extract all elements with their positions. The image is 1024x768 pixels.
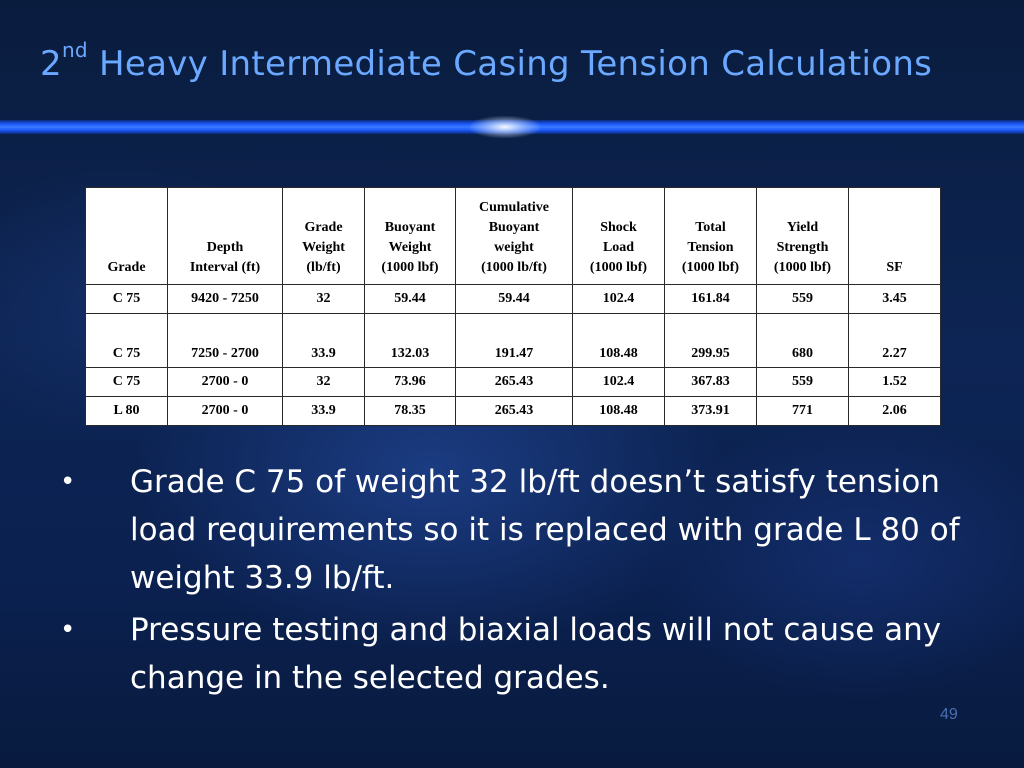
header-depth-interval: Depth Interval (ft) xyxy=(167,187,283,285)
cell-sf: 2.06 xyxy=(848,396,941,426)
bullet-text: Pressure testing and biaxial loads will … xyxy=(130,612,942,696)
table-row: L 80 2700 - 0 33.9 78.35 265.43 108.48 3… xyxy=(85,396,941,426)
cell-total-tension: 161.84 xyxy=(664,284,757,314)
slide-title: 2nd Heavy Intermediate Casing Tension Ca… xyxy=(40,40,933,84)
cell-total-tension: 367.83 xyxy=(664,367,757,397)
cell-buoyant-weight: 59.44 xyxy=(364,284,456,314)
cell-grade: L 80 xyxy=(85,396,168,426)
cell-cumulative-weight: 265.43 xyxy=(455,396,573,426)
cell-sf: 1.52 xyxy=(848,367,941,397)
cell-grade: C 75 xyxy=(85,367,168,397)
bullet-item: • Grade C 75 of weight 32 lb/ft doesn’t … xyxy=(60,458,960,602)
cell-grade: C 75 xyxy=(85,313,168,368)
header-buoyant-weight: Buoyant Weight (1000 lbf) xyxy=(364,187,456,285)
cell-shock-load: 108.48 xyxy=(572,396,665,426)
cell-yield-strength: 680 xyxy=(756,313,849,368)
cell-grade-weight: 33.9 xyxy=(282,396,365,426)
header-grade: Grade xyxy=(85,187,168,285)
cell-depth-interval: 9420 - 7250 xyxy=(167,284,283,314)
table-row: C 75 7250 - 2700 33.9 132.03 191.47 108.… xyxy=(85,313,941,368)
title-number: 2 xyxy=(40,44,62,84)
cell-shock-load: 102.4 xyxy=(572,367,665,397)
cell-depth-interval: 2700 - 0 xyxy=(167,396,283,426)
cell-total-tension: 373.91 xyxy=(664,396,757,426)
cell-yield-strength: 771 xyxy=(756,396,849,426)
header-yield-strength: Yield Strength (1000 lbf) xyxy=(756,187,849,285)
table-header-row: Grade Depth Interval (ft) Grade Weight (… xyxy=(85,187,941,285)
table-row: C 75 2700 - 0 32 73.96 265.43 102.4 367.… xyxy=(85,367,941,397)
tension-table: Grade Depth Interval (ft) Grade Weight (… xyxy=(85,187,941,426)
cell-depth-interval: 2700 - 0 xyxy=(167,367,283,397)
page-number: 49 xyxy=(940,706,958,723)
cell-shock-load: 108.48 xyxy=(572,313,665,368)
cell-buoyant-weight: 73.96 xyxy=(364,367,456,397)
header-shock-load: Shock Load (1000 lbf) xyxy=(572,187,665,285)
bullet-marker: • xyxy=(60,467,76,497)
header-sf: SF xyxy=(848,187,941,285)
bullet-item: • Pressure testing and biaxial loads will… xyxy=(60,606,960,702)
header-total-tension: Total Tension (1000 lbf) xyxy=(664,187,757,285)
cell-cumulative-weight: 59.44 xyxy=(455,284,573,314)
cell-yield-strength: 559 xyxy=(756,367,849,397)
cell-cumulative-weight: 265.43 xyxy=(455,367,573,397)
cell-shock-load: 102.4 xyxy=(572,284,665,314)
cell-buoyant-weight: 132.03 xyxy=(364,313,456,368)
header-cumulative-buoyant-weight: Cumulative Buoyant weight (1000 lb/ft) xyxy=(455,187,573,285)
cell-grade: C 75 xyxy=(85,284,168,314)
cell-yield-strength: 559 xyxy=(756,284,849,314)
bullet-list: • Grade C 75 of weight 32 lb/ft doesn’t … xyxy=(60,458,960,706)
title-superscript: nd xyxy=(61,38,88,62)
cell-grade-weight: 32 xyxy=(282,367,365,397)
cell-sf: 3.45 xyxy=(848,284,941,314)
cell-depth-interval: 7250 - 2700 xyxy=(167,313,283,368)
bullet-text: Grade C 75 of weight 32 lb/ft doesn’t sa… xyxy=(130,464,960,596)
bullet-marker: • xyxy=(60,615,76,645)
cell-sf: 2.27 xyxy=(848,313,941,368)
cell-total-tension: 299.95 xyxy=(664,313,757,368)
cell-grade-weight: 33.9 xyxy=(282,313,365,368)
title-divider xyxy=(0,116,1024,138)
cell-buoyant-weight: 78.35 xyxy=(364,396,456,426)
divider-glow xyxy=(470,116,540,138)
cell-cumulative-weight: 191.47 xyxy=(455,313,573,368)
table-row: C 75 9420 - 7250 32 59.44 59.44 102.4 16… xyxy=(85,284,941,314)
title-text: Heavy Intermediate Casing Tension Calcul… xyxy=(87,44,933,84)
cell-grade-weight: 32 xyxy=(282,284,365,314)
header-grade-weight: Grade Weight (lb/ft) xyxy=(282,187,365,285)
